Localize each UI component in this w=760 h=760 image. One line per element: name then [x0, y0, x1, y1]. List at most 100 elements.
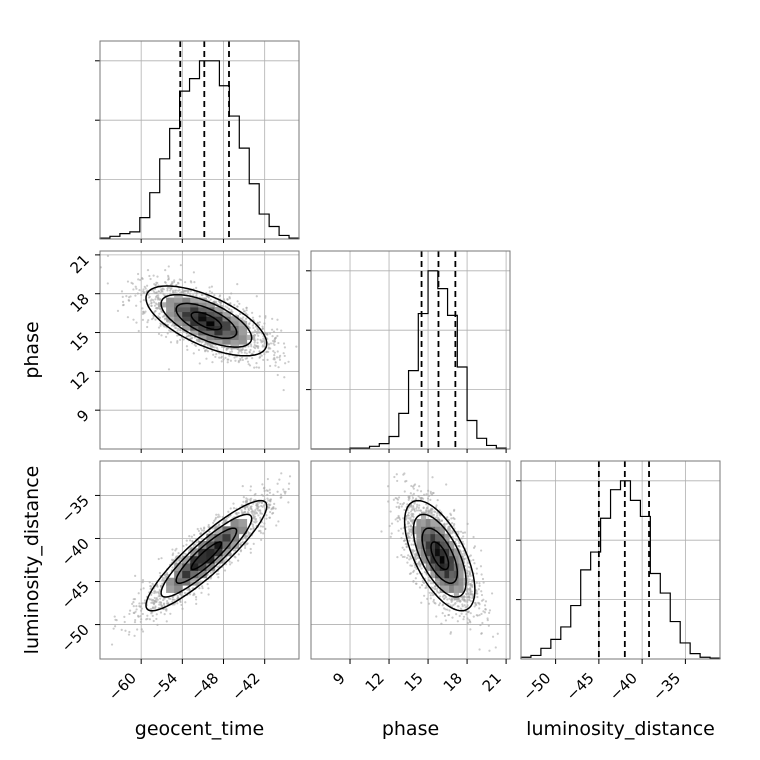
density-cell	[439, 577, 445, 586]
scatter-point	[423, 493, 426, 496]
scatter-point	[416, 505, 419, 508]
scatter-point	[466, 621, 470, 625]
scatter-point	[405, 516, 408, 519]
contour-line	[160, 513, 253, 598]
scatter-point	[287, 487, 290, 491]
scatter-point	[484, 607, 487, 611]
scatter-point	[221, 304, 224, 308]
scatter-point	[449, 531, 452, 535]
scatter-point	[257, 345, 260, 348]
scatter-point	[262, 339, 265, 342]
scatter-point	[216, 516, 220, 519]
scatter-point	[215, 573, 219, 576]
scatter-point	[139, 300, 142, 303]
scatter-point	[425, 503, 428, 506]
scatter-point	[460, 537, 463, 540]
scatter-point	[431, 491, 434, 495]
scatter-point	[475, 581, 478, 584]
scatter-point	[191, 336, 194, 339]
density-cell	[190, 548, 199, 557]
scatter-point	[251, 316, 255, 319]
scatter-point	[419, 490, 423, 493]
scatter-point	[164, 269, 167, 272]
scatter-point	[196, 527, 199, 531]
scatter-point	[414, 558, 417, 561]
scatter-point	[277, 341, 280, 345]
density-cell	[214, 339, 223, 345]
scatter-point	[195, 294, 198, 297]
x-axis-title-geocent_time: geocent_time	[135, 718, 264, 740]
scatter-point	[220, 345, 224, 349]
scatter-point	[214, 518, 217, 521]
scatter-point	[249, 343, 253, 346]
scatter-point	[446, 598, 449, 601]
scatter-point	[257, 346, 260, 350]
scatter-point	[237, 511, 240, 515]
scatter-point	[244, 546, 247, 550]
scatter-point	[215, 352, 218, 356]
scatter-point	[243, 351, 246, 354]
scatter-point	[458, 541, 461, 545]
scatter-point	[141, 612, 144, 616]
scatter-point	[467, 598, 471, 601]
scatter-point	[438, 591, 441, 594]
scatter-point	[198, 362, 201, 365]
scatter-point	[431, 586, 435, 589]
density-cell	[458, 585, 464, 593]
scatter-point	[213, 346, 216, 349]
scatter-point	[414, 552, 417, 555]
scatter-point	[466, 599, 469, 602]
density-cell	[182, 297, 191, 303]
scatter-point	[210, 344, 214, 348]
scatter-point	[123, 615, 126, 618]
scatter-point	[121, 295, 124, 299]
scatter-point	[417, 506, 420, 509]
scatter-point	[169, 341, 173, 344]
panel-background	[521, 461, 720, 659]
scatter-point	[163, 317, 167, 320]
scatter-point	[416, 489, 419, 492]
scatter-point	[230, 308, 233, 312]
scatter-point	[258, 529, 261, 533]
scatter-point	[257, 366, 261, 369]
scatter-point	[411, 551, 414, 554]
scatter-point	[478, 607, 481, 610]
scatter-point	[156, 275, 159, 278]
scatter-point	[249, 507, 253, 510]
scatter-point	[479, 623, 482, 627]
scatter-point	[183, 591, 187, 595]
scatter-point	[429, 510, 432, 514]
scatter-point	[140, 293, 143, 297]
scatter-point	[247, 363, 250, 366]
scatter-point	[186, 348, 189, 351]
scatter-point	[473, 605, 476, 608]
scatter-point	[418, 485, 421, 488]
density-cell	[182, 325, 191, 331]
scatter-point	[238, 543, 241, 546]
scatter-point	[159, 307, 162, 311]
scatter-point	[443, 594, 447, 597]
scatter-point	[276, 356, 279, 359]
scatter-point	[472, 615, 475, 618]
density-cell	[449, 585, 455, 593]
scatter-point	[466, 604, 469, 607]
scatter-point	[179, 557, 182, 560]
scatter-point	[269, 498, 273, 501]
scatter-point	[146, 325, 149, 329]
scatter-point	[475, 603, 478, 607]
scatter-point	[208, 286, 211, 289]
scatter-point	[468, 578, 471, 581]
scatter-point	[409, 564, 412, 567]
scatter-point	[407, 534, 410, 538]
scatter-point	[263, 489, 266, 493]
scatter-point	[440, 622, 443, 625]
density-cell	[174, 292, 183, 299]
scatter-point	[482, 581, 485, 584]
scatter-point	[251, 324, 254, 327]
scatter-point	[395, 473, 398, 476]
scatter-point	[166, 289, 169, 292]
scatter-point	[459, 607, 462, 610]
density-cell	[166, 297, 175, 303]
scatter-point	[167, 265, 170, 268]
